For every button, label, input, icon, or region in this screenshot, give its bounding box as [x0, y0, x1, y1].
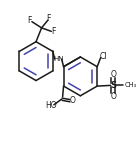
Text: CH₃: CH₃ [125, 82, 137, 88]
Text: F: F [52, 27, 56, 36]
Text: O: O [110, 92, 116, 101]
Text: Cl: Cl [99, 52, 107, 61]
Text: HO: HO [45, 101, 57, 110]
Text: S: S [110, 81, 116, 90]
Text: F: F [27, 16, 32, 25]
Text: HN: HN [53, 56, 63, 62]
Text: F: F [46, 14, 51, 23]
Text: O: O [110, 70, 116, 79]
Text: O: O [69, 96, 75, 105]
